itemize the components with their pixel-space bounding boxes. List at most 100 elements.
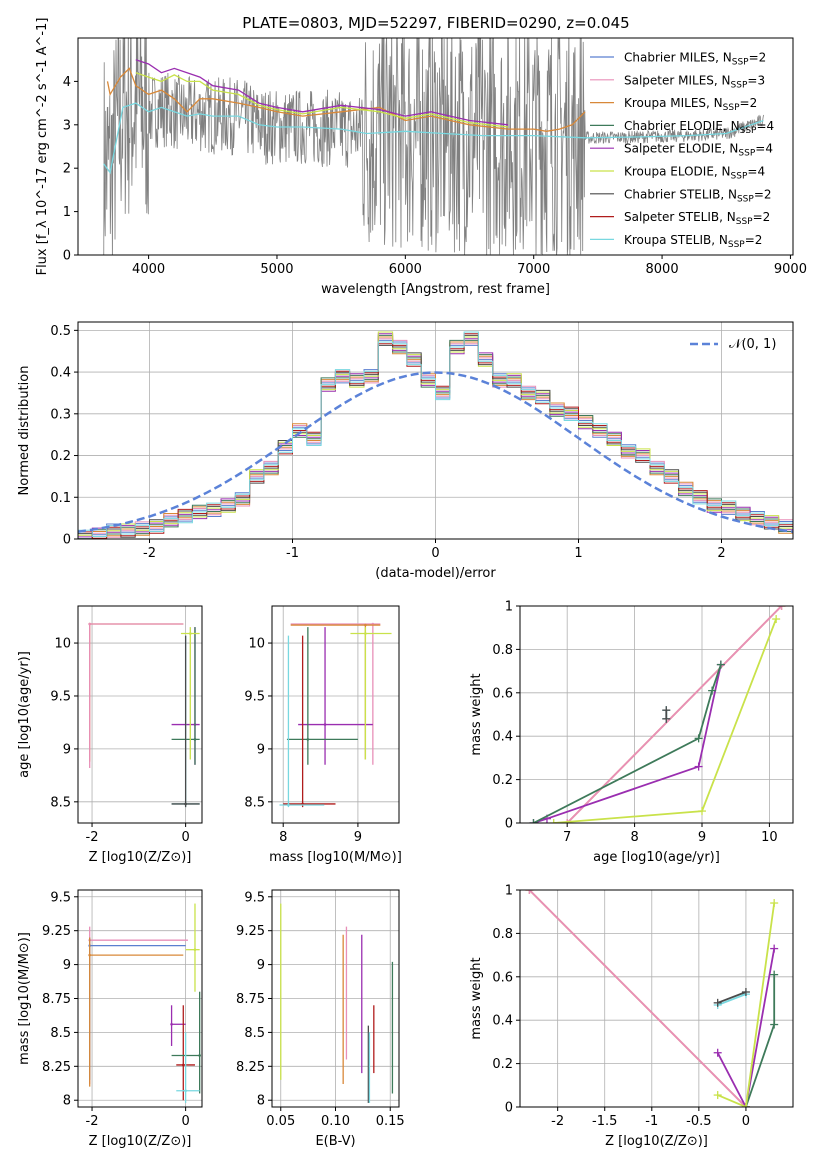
y-tick-label: 8.75 [42, 992, 71, 1007]
data-point [193, 738, 197, 741]
y-tick-label: 1 [63, 205, 71, 220]
y-tick-label: 0.5 [50, 324, 71, 339]
y-tick-label: 0 [63, 533, 71, 548]
legend-label: Kroupa MILES, NSSP=2 [624, 96, 757, 113]
legend-nssp: =2 [745, 233, 763, 247]
x-axis-label: mass [log10(M/M⊙)] [269, 850, 402, 865]
x-tick-label: -1.5 [592, 1114, 617, 1129]
legend-nssp: =3 [747, 73, 765, 87]
weight-line-kroupa-stelib [717, 993, 747, 1006]
weight-line-salpeter-miles [566, 606, 783, 823]
observed-spectrum [103, 38, 764, 255]
x-tick-label: 9000 [774, 262, 807, 277]
plot-area [279, 622, 392, 808]
y-tick-label: 8.5 [244, 795, 265, 810]
x-tick-label: -2 [86, 1114, 99, 1129]
y-tick-label: 0.2 [50, 449, 71, 464]
x-tick-label: 6000 [389, 262, 422, 277]
y-axis-label: mass weight [469, 957, 484, 1039]
legend-nssp: =2 [754, 187, 772, 201]
legend-subscript: SSP [736, 217, 753, 227]
y-tick-label: 1 [505, 600, 513, 615]
axes-frame [271, 605, 400, 824]
legend-subscript: SSP [731, 80, 748, 90]
y-tick-label: 8 [63, 1094, 71, 1109]
x-tick-label: 9 [698, 830, 706, 845]
data-point [170, 1022, 173, 1026]
weight-line-salpeter-elodie [533, 664, 722, 823]
y-tick-label: 9.5 [244, 890, 265, 905]
x-tick-label: -1 [645, 1114, 658, 1129]
y-tick-label: 8.5 [50, 1026, 71, 1041]
y-tick-label: 0.8 [492, 927, 513, 942]
x-tick-label: 0 [431, 546, 439, 561]
legend-label: Kroupa STELIB, NSSP=2 [624, 233, 762, 250]
weight-line-salpeter-miles [528, 890, 747, 1107]
panel-weight-vs-Z: -2 -1.5 -1 -0.5 0 0 0.2 0.4 0.6 0.8 1 Z [log10(Z/Z⊙… [469, 884, 794, 1149]
legend-label: Salpeter STELIB, NSSP=2 [624, 210, 770, 227]
x-tick-label: 0.15 [376, 1114, 405, 1129]
x-tick-label: 5000 [260, 262, 293, 277]
x-tick-label: 8 [279, 830, 287, 845]
model-kroupa-elodie [135, 72, 509, 128]
data-point [189, 632, 192, 635]
y-tick-label: 8.75 [236, 992, 265, 1007]
data-point [323, 723, 327, 726]
y-tick-label: 8.5 [244, 1026, 265, 1041]
plot-area [529, 606, 786, 823]
y-tick-label: 0 [505, 1101, 513, 1116]
data-point [184, 802, 187, 806]
x-axis-label: age [log10(age/yr)] [593, 850, 720, 865]
x-tick-label: 7000 [517, 262, 550, 277]
legend-label: Chabrier STELIB, NSSP=2 [624, 187, 772, 204]
y-tick-label: 0.6 [492, 686, 513, 701]
y-tick-label: 0.2 [492, 773, 513, 788]
legend-label: Salpeter MILES, NSSP=3 [624, 73, 765, 90]
x-tick-label: 0 [181, 830, 189, 845]
y-tick-label: 9.5 [244, 689, 265, 704]
axes-frame [77, 605, 203, 824]
weight-line-chabrier-elodie [533, 664, 722, 823]
x-tick-label: -2 [143, 546, 156, 561]
x-tick-label: 9 [354, 830, 362, 845]
x-tick-label: 1 [574, 546, 582, 561]
model-kroupa-stelib [103, 102, 764, 175]
y-axis-label: mass [log10(M/M⊙)] [17, 932, 32, 1065]
plot-area [78, 331, 793, 539]
plot-area [525, 890, 779, 1107]
x-tick-label: 2 [717, 546, 725, 561]
x-tick-label: -2 [551, 1114, 564, 1129]
legend-nssp: =4 [755, 142, 773, 156]
legend-subscript: SSP [738, 149, 755, 159]
legend-label: Kroupa ELODIE, NSSP=4 [624, 165, 765, 182]
y-tick-label: 8 [257, 1094, 265, 1109]
y-tick-label: 9.25 [42, 924, 71, 939]
y-axis-label: Flux [f_λ 10^-17 erg cm^-2 s^-1 A^-1] [35, 18, 50, 276]
y-tick-label: 10 [248, 637, 265, 652]
y-tick-label: 0 [505, 817, 513, 832]
x-tick-label: 10 [761, 830, 778, 845]
weight-line-chabrier-stelib [717, 991, 747, 1004]
data-point [88, 622, 91, 626]
x-tick-label: 8 [630, 830, 638, 845]
y-tick-label: 0.6 [492, 970, 513, 985]
legend-subscript: SSP [732, 58, 749, 68]
y-axis-label: Normed distribution [17, 366, 32, 496]
legend-label: Chabrier MILES, NSSP=2 [624, 51, 766, 68]
plot-area [280, 903, 394, 1103]
axes-frame [77, 37, 794, 256]
legend-nssp: =4 [756, 119, 774, 133]
x-tick-label: -0.5 [686, 1114, 711, 1129]
legend-subscript: SSP [728, 240, 745, 250]
y-tick-label: 9 [257, 958, 265, 973]
y-tick-label: 0.4 [492, 1014, 513, 1029]
x-axis-label: Z [log10(Z/Z⊙)] [89, 1134, 192, 1149]
y-tick-label: 9.5 [50, 890, 71, 905]
y-tick-label: 2 [63, 162, 71, 177]
panel-mass-vs-Z: -2 0 8 8.25 8.5 8.75 9 9.25 9.5 Z [log10(Z/Z⊙)] ma… [17, 889, 203, 1149]
data-point [364, 632, 367, 635]
data-point [306, 738, 310, 741]
panel-age-vs-mass: 8 9 8.5 9 9.5 10 mass [log10(M/M⊙)] [244, 605, 402, 865]
x-tick-label: 7 [563, 830, 571, 845]
